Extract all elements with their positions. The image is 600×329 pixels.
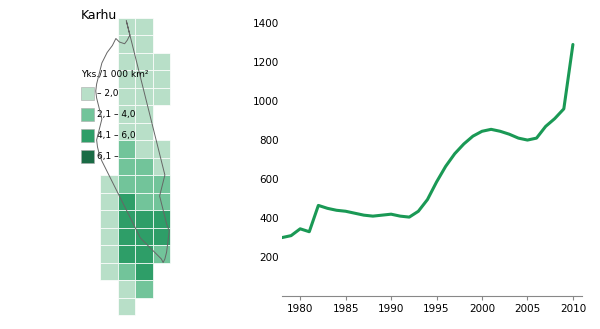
Bar	[135, 192, 152, 210]
Bar	[135, 210, 152, 227]
Bar	[100, 227, 118, 245]
Bar	[118, 88, 135, 105]
Bar	[118, 53, 135, 70]
Bar	[100, 263, 118, 280]
Bar	[118, 140, 135, 158]
Bar	[118, 122, 135, 140]
Bar	[135, 17, 152, 35]
Bar	[81, 87, 94, 100]
Bar	[81, 108, 94, 121]
Bar	[118, 280, 135, 297]
Text: Yks./1 000 km²: Yks./1 000 km²	[81, 70, 148, 79]
Text: – 2,0: – 2,0	[97, 89, 118, 98]
Bar	[152, 192, 170, 210]
Bar	[118, 263, 135, 280]
Text: 4,1 – 6,0: 4,1 – 6,0	[97, 131, 135, 140]
Bar	[100, 245, 118, 263]
Bar	[135, 105, 152, 122]
Bar	[100, 192, 118, 210]
Bar	[135, 280, 152, 297]
Bar	[135, 245, 152, 263]
Bar	[118, 227, 135, 245]
Bar	[118, 175, 135, 192]
Bar	[152, 227, 170, 245]
Bar	[152, 158, 170, 175]
Bar	[152, 70, 170, 88]
Bar	[118, 105, 135, 122]
Bar	[118, 70, 135, 88]
Bar	[152, 175, 170, 192]
Bar	[118, 35, 135, 53]
Bar	[135, 158, 152, 175]
Bar	[152, 210, 170, 227]
Bar	[152, 88, 170, 105]
Bar	[135, 140, 152, 158]
Bar	[81, 129, 94, 142]
Bar	[152, 140, 170, 158]
Bar	[81, 150, 94, 163]
Bar	[135, 122, 152, 140]
Bar	[100, 210, 118, 227]
Bar	[118, 297, 135, 315]
Bar	[100, 175, 118, 192]
Bar	[135, 35, 152, 53]
Bar	[135, 227, 152, 245]
Bar	[135, 53, 152, 70]
Bar	[118, 17, 135, 35]
Bar	[152, 53, 170, 70]
Bar	[118, 245, 135, 263]
Bar	[135, 175, 152, 192]
Bar	[152, 245, 170, 263]
Text: Karhu: Karhu	[81, 9, 117, 22]
Bar	[135, 70, 152, 88]
Bar	[135, 263, 152, 280]
Bar	[118, 210, 135, 227]
Text: 2,1 – 4,0: 2,1 – 4,0	[97, 110, 135, 119]
Bar	[135, 88, 152, 105]
Bar	[118, 158, 135, 175]
Bar	[118, 192, 135, 210]
Text: 6,1 –: 6,1 –	[97, 152, 118, 161]
